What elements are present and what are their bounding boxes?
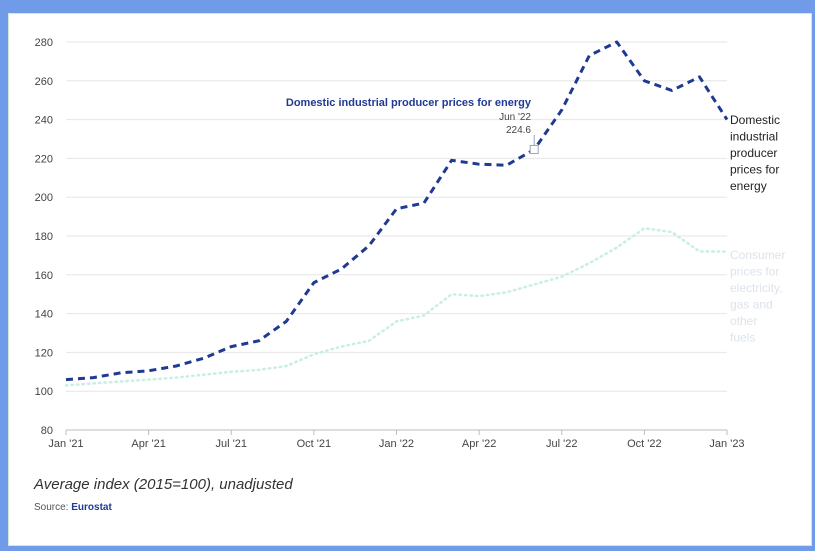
- chart-source: Source: Eurostat: [34, 502, 112, 513]
- series-lines: [64, 40, 729, 387]
- y-tick-label: 220: [35, 153, 53, 165]
- y-tick-label: 280: [35, 37, 53, 49]
- x-tick-label: Oct '22: [627, 438, 662, 450]
- chart-subtitle: Average index (2015=100), unadjusted: [34, 476, 293, 493]
- x-tick-label: Jul '21: [216, 438, 247, 450]
- x-tick-label: Jul '22: [546, 438, 577, 450]
- x-tick-label: Jan '23: [709, 438, 744, 450]
- x-tick-label: Oct '21: [297, 438, 332, 450]
- chart-card: [8, 13, 812, 546]
- annotation-value: 224.6: [506, 125, 531, 136]
- x-tick-label: Jan '22: [379, 438, 414, 450]
- end-label-consumer-prices: Consumer prices for electricity, gas and oth…: [730, 248, 785, 345]
- y-tick-label: 140: [35, 309, 53, 321]
- y-tick-label: 180: [35, 231, 53, 243]
- annotation-date: Jun '22: [499, 112, 531, 123]
- series-line-consumer-prices[interactable]: [64, 226, 729, 387]
- y-tick-label: 160: [35, 270, 53, 282]
- y-tick-label: 100: [35, 386, 53, 398]
- x-axis-ticks: Jan '21 Apr '21 Jul '21 Oct '21 Jan '22 Apr '…: [48, 430, 745, 450]
- source-link[interactable]: Eurostat: [71, 502, 112, 513]
- series-line-producer-prices[interactable]: [65, 40, 729, 382]
- annotation: Domestic industrial producer prices for …: [286, 97, 539, 154]
- y-tick-label: 120: [35, 347, 53, 359]
- x-tick-label: Apr '21: [131, 438, 166, 450]
- x-tick-label: Jan '21: [48, 438, 83, 450]
- y-tick-label: 80: [41, 425, 53, 437]
- end-label-producer-prices: Domestic industrial producer prices for ener…: [730, 113, 780, 193]
- source-label: Source:: [34, 502, 69, 513]
- y-axis-ticks: 80 100 120 140 160 180 200 220 240 260 280: [35, 37, 53, 437]
- y-tick-label: 260: [35, 76, 53, 88]
- y-tick-label: 240: [35, 115, 53, 127]
- end-labels: Domestic industrial producer prices for ener…: [730, 113, 785, 345]
- annotation-marker[interactable]: [529, 144, 539, 154]
- annotation-title: Domestic industrial producer prices for …: [286, 97, 532, 109]
- y-tick-label: 200: [35, 192, 53, 204]
- x-tick-label: Apr '22: [462, 438, 497, 450]
